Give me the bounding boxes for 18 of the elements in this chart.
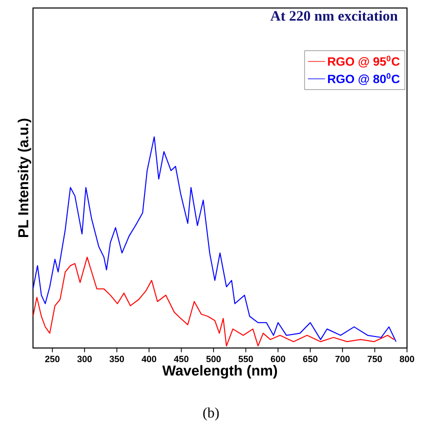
legend-label: RGO @ 80$^{0}$C [328, 73, 400, 85]
x-tick-label: 500 [206, 356, 221, 362]
y-axis-title: PL Intensity (a.u.) [18, 118, 32, 238]
legend-label: RGO @ 95$^{0}$C [328, 56, 400, 68]
x-tick-label: 550 [238, 356, 253, 362]
x-tick-label: 800 [400, 356, 414, 362]
x-tick-label: 650 [303, 356, 318, 362]
chart-title: At 220 nm excitation [270, 10, 398, 21]
x-tick-label: 400 [142, 356, 156, 362]
x-tick-label: 250 [45, 356, 60, 362]
x-tick-label: 300 [77, 356, 92, 362]
text: (b) [203, 407, 219, 421]
x-tick-label: 700 [335, 356, 350, 362]
x-tick-label: 750 [368, 356, 382, 362]
x-tick-label: 350 [110, 356, 124, 362]
x-axis-title: Wavelength (nm) [162, 365, 278, 379]
x-tick-label: 450 [174, 356, 188, 362]
x-tick-label: 600 [270, 356, 286, 362]
